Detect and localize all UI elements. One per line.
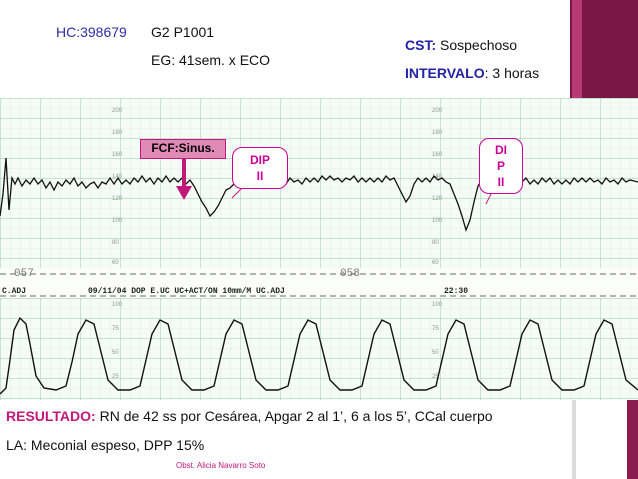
footer-author: Obst. Alicia Navarro Soto	[176, 461, 266, 470]
fhr-tick-100b: 100	[432, 218, 443, 224]
cst-label: CST:	[405, 37, 437, 53]
fhr-tick-120b: 120	[432, 196, 443, 202]
uc-tick-100b: 100	[432, 302, 443, 308]
interval-label: INTERVALO	[405, 65, 485, 81]
uc-tick-100: 100	[112, 302, 123, 308]
fhr-tick-60: 60	[112, 260, 119, 266]
fhr-tick-80: 80	[112, 240, 119, 246]
fhr-tick-80b: 80	[432, 240, 439, 246]
ctg-strip: 200 180 160 140 120 100 80 60 200 180 16…	[0, 98, 638, 400]
cst-value: Sospechoso	[436, 37, 518, 53]
dip1-line2: II	[256, 169, 264, 183]
uc-tick-50: 50	[112, 350, 119, 356]
uc-trace	[0, 316, 638, 395]
fhr-tick-160b: 160	[432, 152, 443, 158]
result-line2: LA: Meconial espeso, DPP 15%	[6, 437, 205, 453]
dip2-line2: P	[496, 159, 505, 173]
hc-label: HC:398679	[56, 24, 127, 40]
uc-tick-25: 25	[112, 374, 119, 380]
dip2-annotation: DI P II	[479, 138, 523, 194]
eg-label: EG: 41sem. x ECO	[151, 52, 271, 68]
fcf-annotation: FCF:Sinus.	[140, 139, 226, 159]
uc-tick-25b: 25	[432, 374, 439, 380]
printout-time: 22:30	[444, 287, 468, 296]
printout-main: 09/11/04 DOP E.UC UC+ACT/ON 10mm/M UC.AD…	[88, 287, 285, 296]
fhr-tick-60b: 60	[432, 260, 439, 266]
printout-start: C.ADJ	[2, 287, 26, 296]
gp-label: G2 P1001	[151, 24, 215, 40]
dip1-annotation: DIP II	[232, 147, 288, 189]
fhr-tick-180: 180	[112, 130, 123, 136]
fhr-tick-100: 100	[112, 218, 123, 224]
result-line: RESULTADO: RN de 42 ss por Cesárea, Apga…	[6, 408, 493, 424]
fhr-tick-200b: 200	[432, 108, 443, 114]
fhr-trace	[0, 157, 638, 233]
fhr-tick-180b: 180	[432, 130, 443, 136]
dip2-line1: DI	[495, 143, 507, 157]
fhr-tick-200: 200	[112, 108, 123, 114]
result-label: RESULTADO:	[6, 408, 96, 424]
uc-tick-75: 75	[112, 326, 119, 332]
dip2-line3: II	[497, 175, 505, 189]
fcf-arrow-head	[176, 186, 192, 200]
interval-value: : 3 horas	[484, 65, 540, 81]
page-number-left: 057	[14, 268, 34, 280]
result-text: RN de 42 ss por Cesárea, Apgar 2 al 1’, …	[95, 408, 493, 424]
cst-line: CST: Sospechoso	[405, 37, 517, 53]
fhr-tick-160: 160	[112, 152, 123, 158]
page-number-right: 058	[340, 268, 360, 280]
fhr-tick-140b: 140	[432, 174, 443, 180]
uc-tick-50b: 50	[432, 350, 439, 356]
interval-line: INTERVALO: 3 horas	[405, 65, 539, 81]
uc-tick-75b: 75	[432, 326, 439, 332]
fhr-tick-140: 140	[112, 174, 123, 180]
dip1-line1: DIP	[249, 153, 270, 167]
fhr-tick-120: 120	[112, 196, 123, 202]
